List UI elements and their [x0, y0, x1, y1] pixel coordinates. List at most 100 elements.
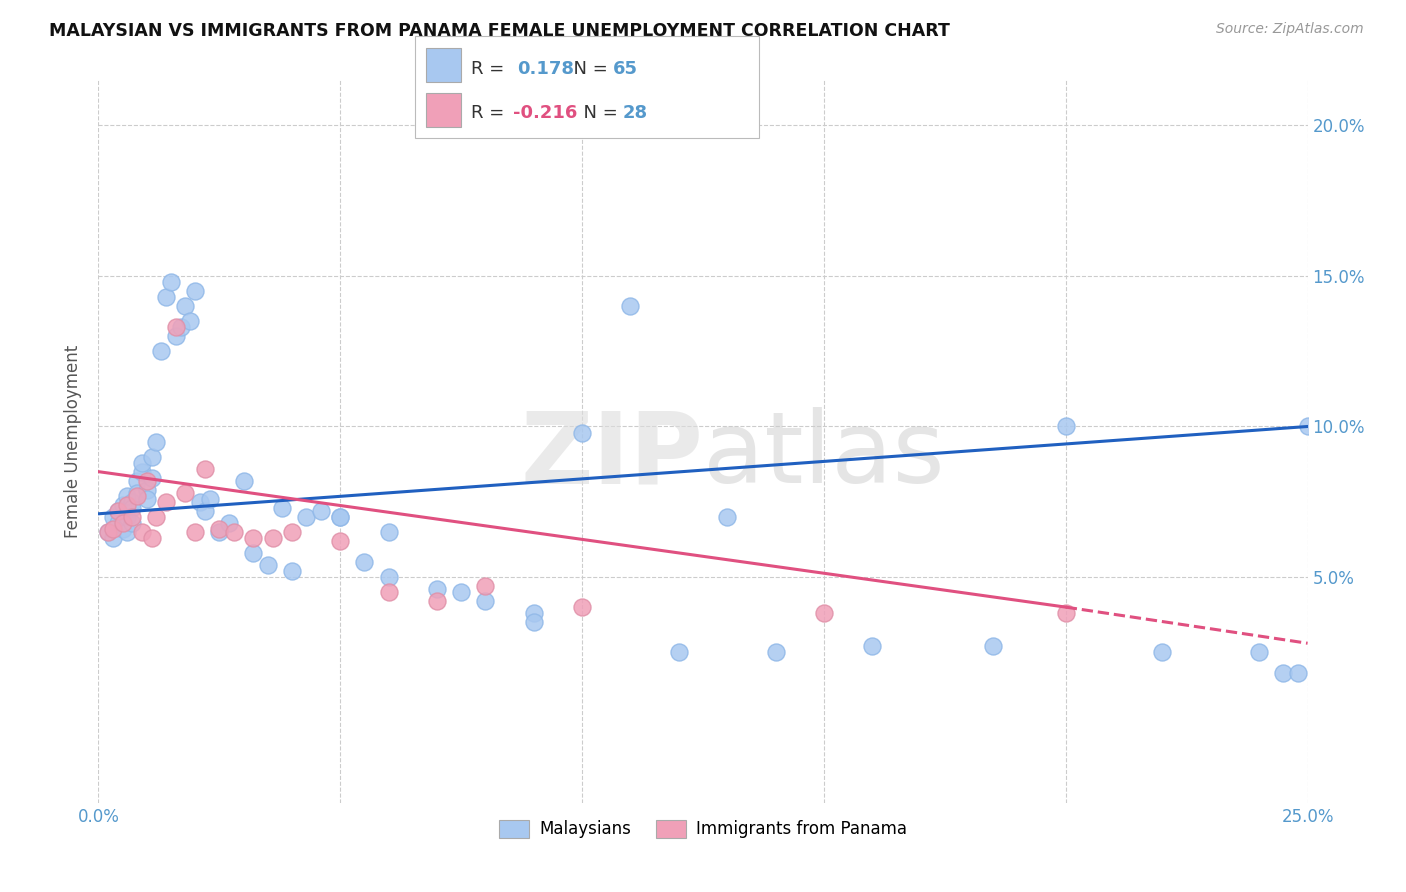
Point: [426, 594, 449, 608]
Point: [309, 504, 332, 518]
Point: [208, 524, 231, 539]
Point: [1296, 419, 1319, 434]
Point: [101, 509, 124, 524]
Point: [281, 524, 304, 539]
Point: [1272, 666, 1295, 681]
Point: [131, 524, 153, 539]
Point: [107, 504, 129, 518]
Point: [295, 509, 318, 524]
Point: [329, 533, 352, 548]
Point: [135, 474, 157, 488]
Point: [127, 485, 149, 500]
Point: [165, 320, 187, 334]
Point: [145, 509, 167, 524]
Point: [184, 524, 207, 539]
Point: [145, 434, 167, 449]
Point: [117, 509, 139, 524]
Point: [1249, 645, 1271, 659]
Point: [179, 314, 201, 328]
Point: [155, 494, 177, 508]
Point: [242, 546, 264, 560]
Point: [262, 531, 284, 545]
Point: [222, 524, 245, 539]
Point: [150, 344, 173, 359]
Point: [668, 645, 690, 659]
Point: [218, 516, 240, 530]
Point: [242, 531, 264, 545]
Point: [619, 299, 641, 313]
Point: [117, 524, 139, 539]
Text: 28: 28: [623, 104, 648, 122]
Point: [765, 645, 787, 659]
Point: [188, 494, 211, 508]
Point: [813, 606, 835, 620]
Text: N =: N =: [572, 104, 624, 122]
Point: [141, 531, 163, 545]
Point: [121, 494, 143, 508]
Point: [117, 498, 139, 512]
Point: [474, 579, 496, 593]
Text: atlas: atlas: [703, 408, 945, 505]
Point: [377, 585, 399, 599]
Point: [131, 465, 153, 479]
Text: MALAYSIAN VS IMMIGRANTS FROM PANAMA FEMALE UNEMPLOYMENT CORRELATION CHART: MALAYSIAN VS IMMIGRANTS FROM PANAMA FEMA…: [49, 22, 950, 40]
Point: [281, 564, 304, 578]
Point: [271, 500, 294, 515]
Point: [981, 639, 1004, 653]
Point: [131, 456, 153, 470]
Point: [426, 582, 449, 596]
Point: [194, 504, 217, 518]
Point: [329, 509, 352, 524]
Point: [101, 531, 124, 545]
Point: [121, 500, 143, 515]
Point: [174, 485, 197, 500]
Point: [716, 509, 738, 524]
Legend: Malaysians, Immigrants from Panama: Malaysians, Immigrants from Panama: [492, 813, 914, 845]
Point: [111, 516, 134, 530]
Text: R =: R =: [471, 60, 516, 78]
Point: [377, 524, 399, 539]
Point: [121, 509, 143, 524]
Point: [198, 491, 221, 506]
Text: N =: N =: [562, 60, 614, 78]
Point: [111, 522, 134, 536]
Point: [1054, 419, 1077, 434]
Point: [127, 489, 149, 503]
Point: [141, 450, 163, 464]
Point: [97, 524, 120, 539]
Point: [184, 284, 207, 298]
Point: [1152, 645, 1174, 659]
Point: [97, 524, 120, 539]
Point: [353, 555, 375, 569]
Point: [135, 491, 157, 506]
Point: [174, 299, 197, 313]
Point: [474, 594, 496, 608]
Point: [141, 470, 163, 484]
Point: [155, 290, 177, 304]
Point: [121, 516, 143, 530]
Point: [523, 606, 546, 620]
Point: [165, 329, 187, 343]
Point: [107, 504, 129, 518]
Point: [160, 275, 183, 289]
Point: [194, 461, 217, 475]
Y-axis label: Female Unemployment: Female Unemployment: [65, 345, 83, 538]
Point: [571, 425, 593, 440]
Point: [523, 615, 546, 630]
Point: [208, 522, 231, 536]
Text: R =: R =: [471, 104, 510, 122]
Point: [329, 509, 352, 524]
Point: [101, 522, 124, 536]
Point: [860, 639, 883, 653]
Text: ZIP: ZIP: [520, 408, 703, 505]
Point: [571, 600, 593, 615]
Point: [450, 585, 472, 599]
Point: [1054, 606, 1077, 620]
Text: -0.216: -0.216: [513, 104, 578, 122]
Point: [111, 498, 134, 512]
Point: [127, 474, 149, 488]
Point: [232, 474, 254, 488]
Point: [1286, 666, 1309, 681]
Point: [135, 483, 157, 497]
Text: 0.178: 0.178: [517, 60, 575, 78]
